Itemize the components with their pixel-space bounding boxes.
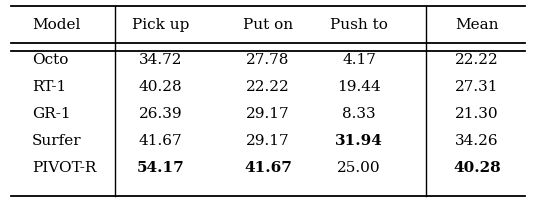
Text: 41.67: 41.67 bbox=[139, 134, 183, 148]
Text: Mean: Mean bbox=[455, 18, 499, 32]
Text: 8.33: 8.33 bbox=[343, 107, 376, 121]
Text: Octo: Octo bbox=[32, 53, 69, 67]
Text: 31.94: 31.94 bbox=[335, 134, 383, 148]
Text: Pick up: Pick up bbox=[132, 18, 190, 32]
Text: 41.67: 41.67 bbox=[244, 161, 292, 175]
Text: 21.30: 21.30 bbox=[455, 107, 499, 121]
Text: Put on: Put on bbox=[243, 18, 293, 32]
Text: 29.17: 29.17 bbox=[246, 107, 290, 121]
Text: 29.17: 29.17 bbox=[246, 134, 290, 148]
Text: RT-1: RT-1 bbox=[32, 80, 66, 94]
Text: 34.26: 34.26 bbox=[455, 134, 499, 148]
Text: Push to: Push to bbox=[330, 18, 388, 32]
Text: 27.31: 27.31 bbox=[455, 80, 499, 94]
Text: PIVOT-R: PIVOT-R bbox=[32, 161, 96, 175]
Text: 26.39: 26.39 bbox=[139, 107, 183, 121]
Text: 27.78: 27.78 bbox=[247, 53, 289, 67]
Text: Surfer: Surfer bbox=[32, 134, 82, 148]
Text: Model: Model bbox=[32, 18, 80, 32]
Text: 22.22: 22.22 bbox=[455, 53, 499, 67]
Text: 40.28: 40.28 bbox=[139, 80, 183, 94]
Text: 22.22: 22.22 bbox=[246, 80, 290, 94]
Text: 25.00: 25.00 bbox=[337, 161, 381, 175]
Text: 4.17: 4.17 bbox=[342, 53, 376, 67]
Text: 19.44: 19.44 bbox=[337, 80, 381, 94]
Text: 34.72: 34.72 bbox=[139, 53, 183, 67]
Text: GR-1: GR-1 bbox=[32, 107, 71, 121]
Text: 54.17: 54.17 bbox=[137, 161, 185, 175]
Text: 40.28: 40.28 bbox=[453, 161, 501, 175]
